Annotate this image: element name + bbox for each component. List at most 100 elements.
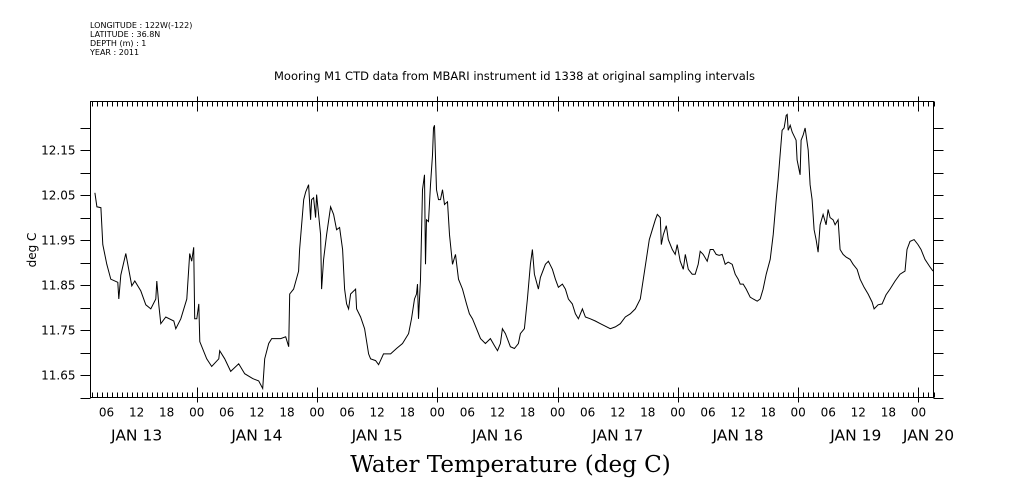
data-point (480, 338, 481, 339)
data-point (695, 274, 696, 275)
data-point (668, 239, 669, 240)
data-point (677, 244, 678, 245)
data-point (198, 303, 199, 304)
data-point (196, 318, 197, 319)
x-hour-tick-label: 18 (881, 406, 896, 420)
y-tick-label: 11.65 (41, 369, 75, 383)
x-hour-tick-label: 00 (911, 406, 926, 420)
data-point (165, 317, 166, 318)
data-point (350, 294, 351, 295)
data-point (675, 254, 676, 255)
x-day-label: JAN 17 (591, 427, 643, 445)
data-point (118, 299, 119, 300)
x-hour-tick-label: 00 (670, 406, 685, 420)
data-point (868, 294, 869, 295)
data-point (615, 326, 616, 327)
data-point (447, 201, 448, 202)
data-point (722, 254, 723, 255)
data-point (527, 299, 528, 300)
data-point (150, 308, 151, 309)
variable-title: Water Temperature (deg C) (350, 452, 671, 478)
data-point (458, 279, 459, 280)
data-point (800, 174, 801, 175)
data-point (396, 348, 397, 349)
data-point (630, 313, 631, 314)
data-point (565, 289, 566, 290)
data-point (333, 214, 334, 215)
data-point (719, 255, 720, 256)
data-point (820, 224, 821, 225)
data-point (462, 289, 463, 290)
data-point (230, 371, 231, 372)
data-point (780, 155, 781, 156)
x-day-label: JAN 14 (230, 427, 282, 445)
data-point (442, 189, 443, 190)
data-point (346, 303, 347, 304)
data-point (436, 189, 437, 190)
data-point (390, 353, 391, 354)
data-point (552, 269, 553, 270)
data-point (497, 350, 498, 351)
data-point (416, 294, 417, 295)
data-point (440, 199, 441, 200)
data-point (356, 308, 357, 309)
data-point (796, 140, 797, 141)
data-point (326, 234, 327, 235)
meta-longitude: LONGITUDE : 122W(-122) (90, 21, 193, 30)
data-point (790, 125, 791, 126)
data-point (348, 308, 349, 309)
data-point (635, 308, 636, 309)
data-point (186, 299, 187, 300)
data-point (568, 299, 569, 300)
data-point (846, 257, 847, 258)
data-point (244, 373, 245, 374)
data-point (746, 289, 747, 290)
data-point (661, 244, 662, 245)
data-point (155, 299, 156, 300)
data-point (94, 192, 95, 193)
data-point (494, 345, 495, 346)
data-point (640, 299, 641, 300)
data-point (784, 128, 785, 129)
data-point (545, 264, 546, 265)
x-hour-tick-label: 00 (309, 406, 324, 420)
data-point (595, 321, 596, 322)
data-point (688, 269, 689, 270)
x-hour-tick-label: 12 (129, 406, 144, 420)
x-day-label: JAN 16 (471, 427, 523, 445)
data-point (788, 130, 789, 131)
data-point (219, 350, 220, 351)
data-point (716, 254, 717, 255)
x-hour-tick-label: 00 (430, 406, 445, 420)
data-point (424, 174, 425, 175)
data-point (438, 199, 439, 200)
data-point (672, 249, 673, 250)
data-point (425, 264, 426, 265)
data-point (840, 249, 841, 250)
data-point (191, 261, 192, 262)
data-point (189, 253, 190, 254)
data-point (555, 279, 556, 280)
data-point (914, 239, 915, 240)
x-hour-tick-label: 18 (640, 406, 655, 420)
data-point (336, 229, 337, 230)
data-point (830, 217, 831, 218)
x-day-label: JAN 13 (110, 427, 162, 445)
data-point (582, 308, 583, 309)
x-hour-tick-label: 00 (550, 406, 565, 420)
data-point (732, 264, 733, 265)
data-point (743, 284, 744, 285)
meta-year: YEAR : 2011 (90, 48, 140, 57)
data-point (252, 378, 253, 379)
data-point (100, 207, 101, 208)
data-point (728, 262, 729, 263)
data-point (812, 199, 813, 200)
data-point (485, 343, 486, 344)
data-point (600, 323, 601, 324)
data-point (826, 224, 827, 225)
data-point (500, 343, 501, 344)
data-point (770, 259, 771, 260)
data-point (308, 184, 309, 185)
data-point (886, 294, 887, 295)
data-point (264, 358, 265, 359)
